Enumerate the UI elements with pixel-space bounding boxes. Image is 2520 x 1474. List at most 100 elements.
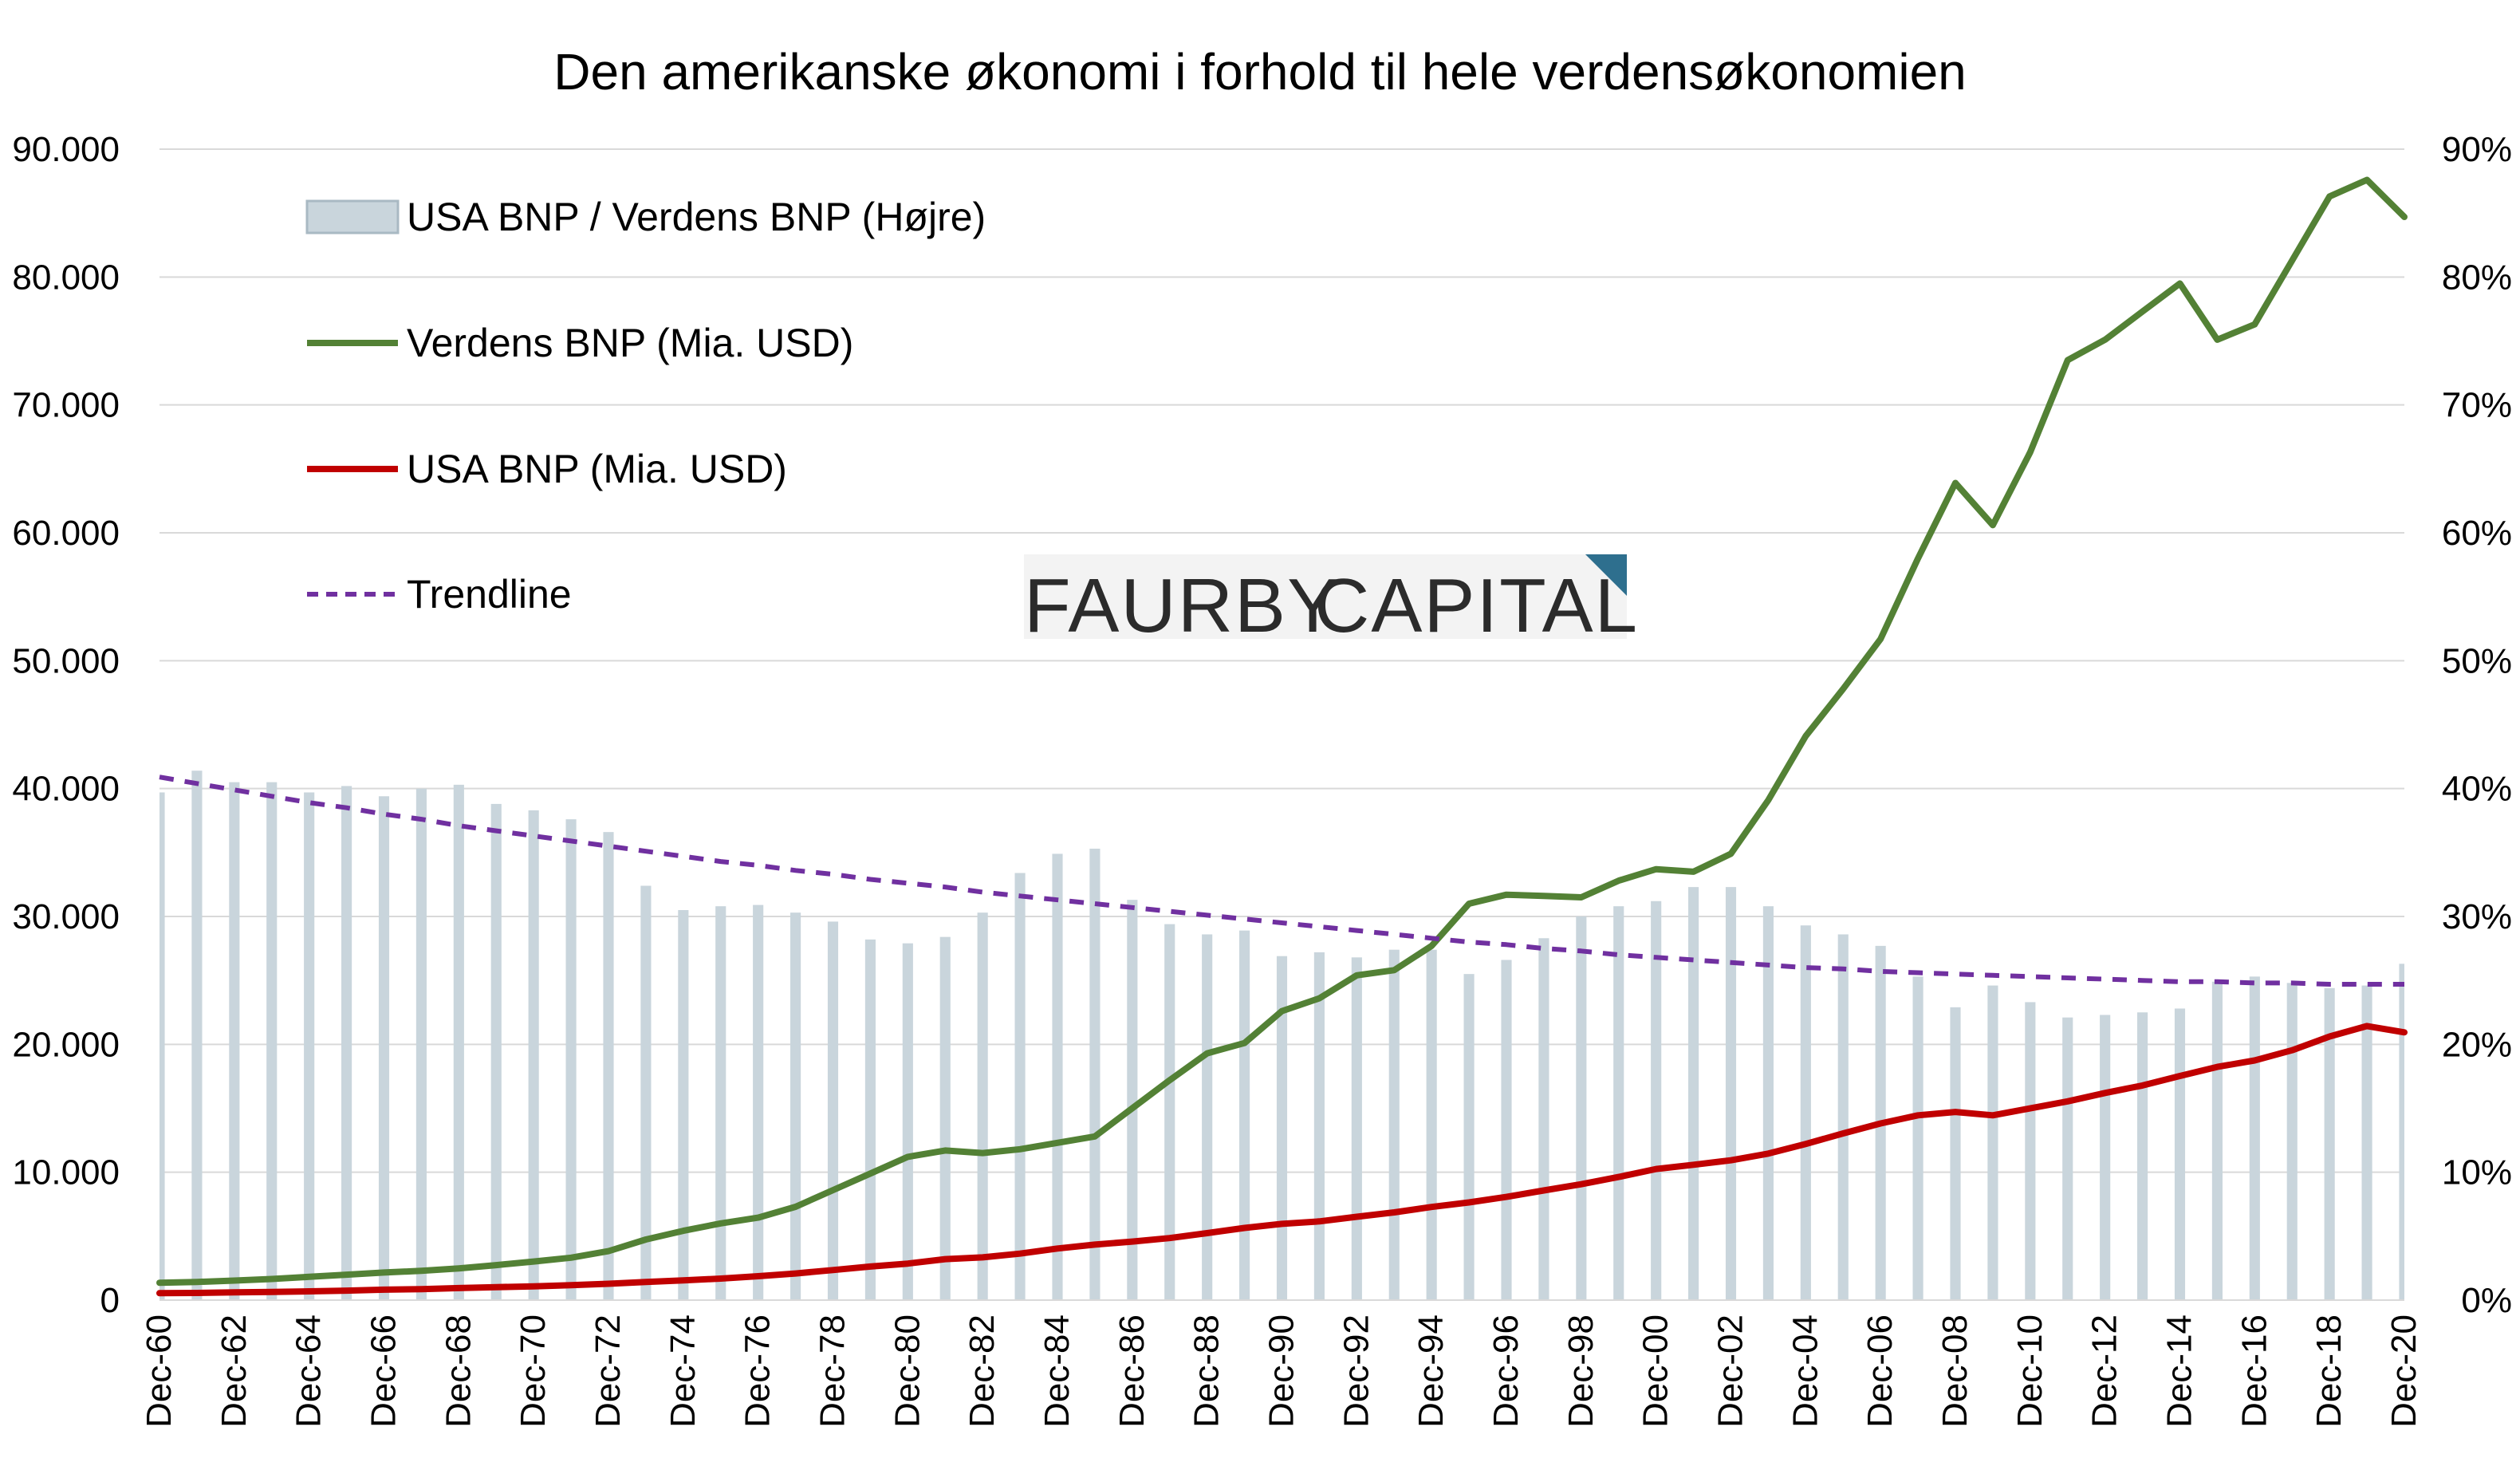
y-left-tick-label: 30.000 [12,897,120,936]
bar [1538,938,1549,1300]
logo-text-faurby: FAURBY [1024,563,1340,648]
x-tick-label: Dec-84 [1038,1314,1077,1428]
bar [1501,960,1512,1300]
legend-label: USA BNP / Verdens BNP (Højre) [407,195,986,239]
x-tick-label: Dec-20 [2384,1314,2424,1428]
legend-label: USA BNP (Mia. USD) [407,447,787,491]
bar [1987,985,1998,1300]
bar [341,786,352,1300]
bar [2361,985,2372,1300]
bar [528,810,539,1300]
trendline-line [159,774,2404,987]
bar [2399,964,2404,1300]
x-tick-label: Dec-00 [1636,1314,1675,1428]
bar [1014,873,1026,1300]
bar [1089,849,1101,1300]
chart-title: Den amerikanske økonomi i forhold til he… [553,43,1967,100]
bar [1313,952,1325,1300]
legend: USA BNP / Verdens BNP (Højre) Verdens BNP… [305,195,986,617]
bar [902,943,913,1300]
bar [753,905,764,1300]
x-tick-label: Dec-94 [1412,1314,1451,1428]
x-tick-label: Dec-74 [663,1314,703,1428]
bar [490,803,502,1300]
bar [304,792,315,1300]
x-tick-label: Dec-04 [1786,1314,1825,1428]
bar [1127,900,1138,1300]
x-tick-label: Dec-72 [589,1314,628,1428]
x-tick-label: Dec-66 [364,1314,404,1428]
y-left-tick-label: 20.000 [12,1025,120,1064]
bar [790,912,801,1300]
bar [1239,930,1250,1300]
bar [1351,957,1362,1300]
bar [1762,906,1774,1300]
x-tick-label: Dec-60 [140,1314,179,1428]
y-right-tick-label: 50% [2442,641,2512,680]
bar [2324,987,2335,1300]
bar [678,909,689,1300]
y-left-tick-label: 90.000 [12,130,120,169]
bar [2286,983,2298,1300]
legend-label: Trendline [407,572,572,617]
line-series [156,176,2408,1297]
legend-label: Verdens BNP (Mia. USD) [407,321,853,365]
bar [2137,1012,2148,1300]
y-left-tick-label: 10.000 [12,1153,120,1192]
x-tick-label: Dec-16 [2235,1314,2274,1428]
bar [864,939,876,1300]
bar [2025,1002,2036,1300]
faurby-capital-logo: FAURBY CAPITAL [1024,554,1637,648]
y-left-tick-label: 60.000 [12,514,120,553]
x-tick-label: Dec-06 [1860,1314,1900,1428]
x-tick-label: Dec-10 [2010,1314,2049,1428]
x-tick-label: Dec-80 [888,1314,927,1428]
bar [1202,934,1213,1300]
bar [1426,949,1437,1300]
bar [977,912,988,1300]
world-gdp-line [156,176,2408,1287]
x-tick-label: Dec-82 [963,1314,1002,1428]
x-tick-label: Dec-68 [439,1314,478,1428]
y-right-tick-label: 10% [2442,1153,2512,1192]
bar [1725,887,1737,1300]
bar [2174,1008,2186,1300]
x-tick-label: Dec-78 [813,1314,852,1428]
bar [640,885,652,1300]
bar [2100,1015,2111,1300]
x-tick-label: Dec-92 [1337,1314,1376,1428]
bar [1651,901,1662,1300]
bar [378,796,390,1300]
bar [565,819,577,1300]
bar [1576,916,1587,1300]
x-tick-label: Dec-76 [738,1314,778,1428]
y-left-tick-label: 70.000 [12,386,120,425]
bar [1837,934,1849,1300]
bar [1463,974,1475,1300]
bar [1388,949,1400,1300]
x-tick-label: Dec-70 [514,1314,553,1428]
bar [415,788,427,1300]
y-right-tick-label: 0% [2461,1281,2512,1320]
x-tick-label: Dec-96 [1486,1314,1526,1428]
logo-accent-triangle [1585,554,1627,596]
bar [2249,976,2260,1300]
y-right-tick-label: 20% [2442,1025,2512,1064]
y-left-tick-label: 50.000 [12,641,120,680]
y-right-tick-label: 80% [2442,258,2512,297]
bar [827,921,839,1300]
y-right-tick-label: 70% [2442,386,2512,425]
bar [939,936,951,1300]
bar [159,792,165,1300]
x-tick-label: Dec-14 [2160,1314,2199,1428]
legend-swatch-bar [305,199,400,235]
bar [2211,981,2223,1300]
y-right-tick-label: 30% [2442,897,2512,936]
bar [453,784,464,1300]
bar [1912,976,1923,1300]
x-axis: Dec-60 Dec-62 Dec-64 Dec-66 Dec-68 Dec-70 Dec-… [140,1299,2424,1428]
bar [1800,925,1811,1300]
x-tick-label: Dec-64 [289,1314,329,1428]
bar [1276,956,1288,1300]
